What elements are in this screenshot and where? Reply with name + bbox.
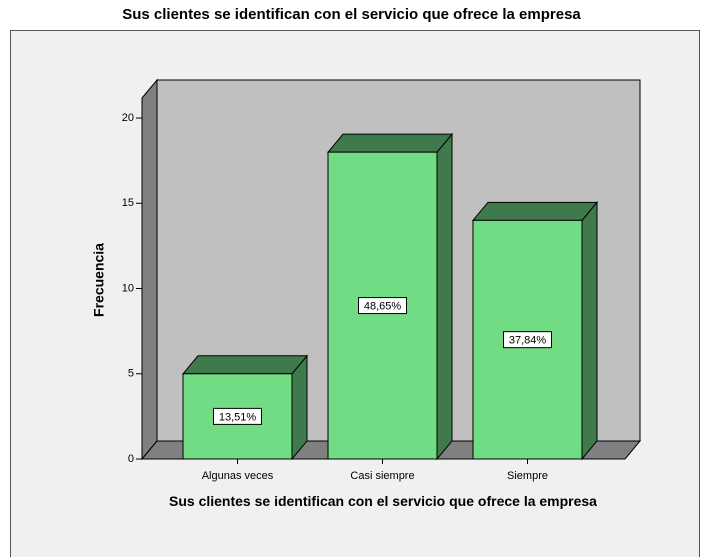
- bar-top: [181, 355, 309, 375]
- bar-top: [326, 133, 454, 153]
- y-tick-label: 10: [122, 282, 134, 294]
- y-axis-label: Frecuencia: [91, 243, 107, 317]
- bar-top: [471, 201, 599, 221]
- y-tick-label: 0: [128, 453, 134, 465]
- y-tick-label: 20: [122, 112, 134, 124]
- y-tick-label: 5: [128, 368, 134, 380]
- y-tick-label: 15: [122, 197, 134, 209]
- bar-side: [581, 200, 598, 461]
- x-axis-label: Sus clientes se identifican con el servi…: [169, 493, 597, 509]
- x-tick-label: Algunas veces: [202, 470, 274, 482]
- bar-side: [436, 132, 453, 461]
- x-tick-label: Siempre: [507, 470, 548, 482]
- data-label-box: [503, 331, 552, 349]
- data-label-box: [213, 407, 262, 425]
- left-wall: [141, 78, 158, 461]
- chart-title: Sus clientes se identifican con el servi…: [122, 6, 581, 23]
- data-label: 37,84%: [509, 335, 547, 347]
- data-label: 48,65%: [364, 300, 402, 312]
- data-label-box: [358, 297, 407, 315]
- data-label: 13,51%: [219, 411, 257, 423]
- x-tick-label: Casi siempre: [350, 470, 414, 482]
